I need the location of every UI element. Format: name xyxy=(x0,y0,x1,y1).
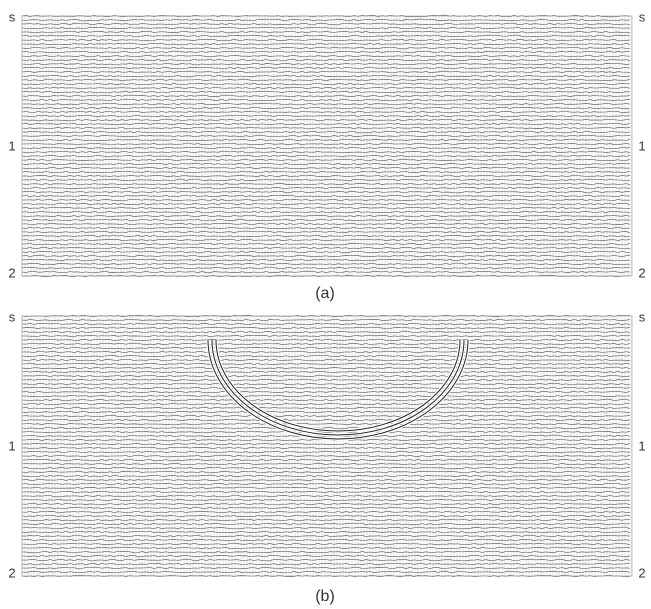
panel-caption: (b) xyxy=(315,588,335,605)
right-axis-label: 1 xyxy=(638,138,645,153)
left-axis-label: 1 xyxy=(8,138,15,153)
right-axis-label: 2 xyxy=(638,265,645,280)
left-axis-label: 2 xyxy=(8,565,15,580)
left-axis-label: s xyxy=(9,309,16,324)
right-axis-label: 1 xyxy=(638,438,645,453)
figure: s 1 2 s 1 2 (a) s 1 2 s 1 2 (b) xyxy=(0,0,651,609)
right-axis-label: s xyxy=(639,309,646,324)
left-axis-label: 2 xyxy=(8,265,15,280)
left-axis-label: s xyxy=(9,9,16,24)
left-axis-label: 1 xyxy=(8,438,15,453)
right-axis-label: s xyxy=(639,9,646,24)
right-axis-label: 2 xyxy=(638,565,645,580)
panel-caption: (a) xyxy=(315,285,335,302)
